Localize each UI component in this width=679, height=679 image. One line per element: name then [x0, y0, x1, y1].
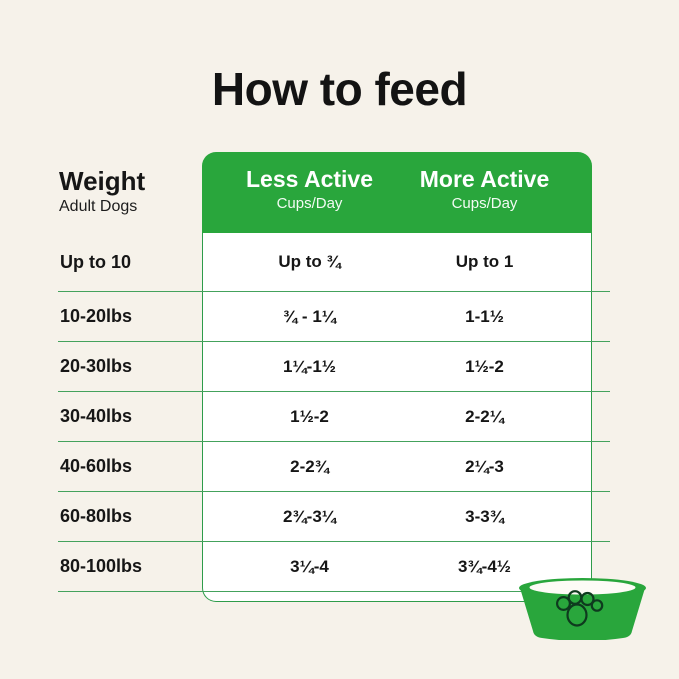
page-title: How to feed [211, 63, 468, 115]
more-active-label: More Active [419, 166, 550, 192]
less-active-cell: 1½-2 [290, 406, 329, 426]
weight-cell: 20-30lbs [60, 356, 133, 376]
less-active-cell: 2-2¾ [290, 456, 329, 476]
weight-cell: 10-20lbs [60, 306, 133, 326]
weight-cell: 80-100lbs [60, 556, 143, 576]
table-row: 30-40lbs 1½-2 2-2¼ [58, 392, 610, 442]
weight-cell: 60-80lbs [60, 506, 133, 526]
less-active-cell: ¾ - 1¼ [283, 306, 336, 326]
feeding-table: Up to 10 Up to ¾ Up to 1 10-20lbs ¾ - 1¼… [58, 233, 610, 592]
more-active-cell: 1½-2 [465, 356, 504, 376]
weight-cell: 30-40lbs [60, 406, 133, 426]
more-active-cell: 3-3¾ [465, 506, 504, 526]
less-active-cell: 1¼-1½ [283, 356, 336, 376]
less-active-units: Cups/Day [276, 195, 343, 213]
weight-cell: 40-60lbs [60, 456, 133, 476]
more-active-cell: 2-2¼ [465, 406, 504, 426]
weight-column-subtitle: Adult Dogs [59, 198, 138, 216]
less-active-label: Less Active [246, 166, 373, 192]
more-active-cell: 3¾-4½ [458, 556, 511, 576]
table-row: Up to 10 Up to ¾ Up to 1 [58, 233, 610, 292]
weight-column-header: Weight Adult Dogs [59, 166, 199, 216]
activity-columns-header: Less Active Cups/Day More Active Cups/Da… [202, 152, 592, 233]
table-row: 20-30lbs 1¼-1½ 1½-2 [58, 342, 610, 392]
less-active-cell: 3¼-4 [290, 556, 329, 576]
more-active-cell: 1-1½ [465, 306, 504, 326]
paw-print-icon [555, 590, 604, 627]
table-row: 60-80lbs 2¾-3¼ 3-3¾ [58, 492, 610, 542]
weight-column-title: Weight [59, 166, 146, 196]
table-row: 80-100lbs 3¼-4 3¾-4½ [58, 542, 610, 592]
less-active-cell: 2¾-3¼ [283, 506, 336, 526]
more-active-units: Cups/Day [451, 195, 518, 213]
weight-cell: Up to 10 [60, 251, 132, 272]
more-active-cell: Up to 1 [455, 252, 514, 271]
more-active-column-header: More Active Cups/Day [397, 166, 572, 233]
less-active-column-header: Less Active Cups/Day [222, 166, 397, 233]
dog-bowl-icon [518, 577, 647, 640]
table-row: 40-60lbs 2-2¾ 2¼-3 [58, 442, 610, 492]
table-row: 10-20lbs ¾ - 1¼ 1-1½ [58, 292, 610, 342]
more-active-cell: 2¼-3 [465, 456, 504, 476]
less-active-cell: Up to ¾ [278, 252, 341, 271]
table-body-panel [202, 233, 592, 602]
